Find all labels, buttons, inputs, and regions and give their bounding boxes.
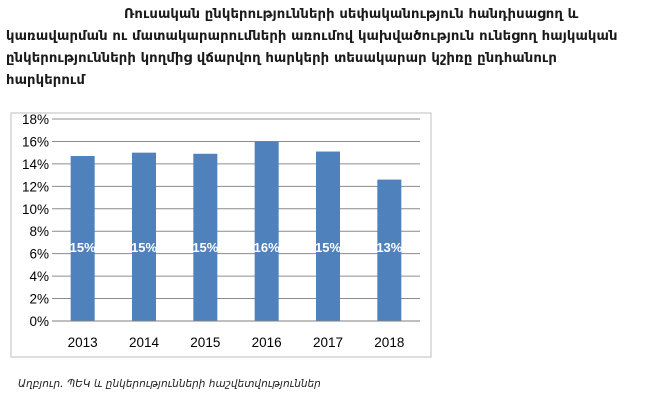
x-tick-label: 2018: [374, 335, 404, 350]
bar-2014: [132, 152, 156, 321]
y-tick-label: 12%: [22, 179, 49, 194]
y-tick-label: 14%: [22, 157, 49, 172]
x-tick-label: 2013: [68, 335, 98, 350]
y-tick-label: 0%: [29, 314, 49, 329]
bar-2016: [254, 141, 279, 321]
y-tick-label: 8%: [29, 224, 49, 239]
bar-2018: [377, 179, 402, 321]
data-label: 15%: [192, 240, 218, 255]
bar-chart: 0% 2% 4% 6% 8% 10% 12% 14% 16% 18% 15% 2013 15% 2014 1…: [10, 112, 432, 358]
bar-2015: [193, 153, 218, 321]
data-label: 16%: [254, 240, 280, 255]
data-label: 15%: [70, 240, 96, 255]
y-tick-label: 2%: [29, 292, 49, 307]
y-tick-label: 10%: [22, 202, 49, 217]
y-tick-label: 6%: [29, 247, 49, 262]
x-tick-label: 2016: [252, 335, 282, 350]
bar-2013: [70, 156, 95, 321]
chart-title: Ռուսական ընկերությունների սեփականություն…: [6, 7, 618, 88]
x-tick-label: 2017: [313, 335, 343, 350]
data-label: 15%: [315, 240, 341, 255]
x-tick-label: 2014: [129, 335, 160, 350]
data-label: 15%: [131, 240, 157, 255]
x-tick-label: 2015: [190, 335, 220, 350]
chart-area: 0% 2% 4% 6% 8% 10% 12% 14% 16% 18% 15% 2013 15% 2014 1…: [10, 112, 638, 364]
y-tick-label: 4%: [29, 269, 49, 284]
source-note: Աղբյուր. ՊԵԿ և ընկերությունների հաշվետվո…: [18, 378, 321, 390]
y-tick-label: 18%: [22, 112, 49, 127]
bar-2017: [316, 151, 340, 321]
y-tick-label: 16%: [22, 134, 49, 149]
data-label: 13%: [376, 240, 402, 255]
